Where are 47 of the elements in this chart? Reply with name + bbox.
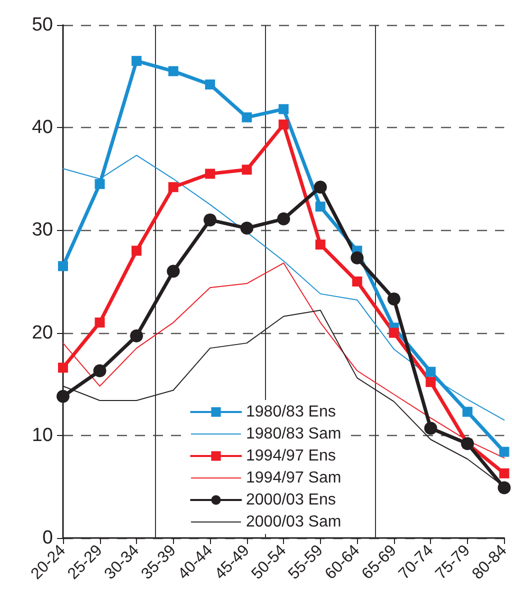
point <box>58 261 68 272</box>
point <box>168 66 178 76</box>
point <box>94 179 105 190</box>
y-tick-label: 20 <box>32 322 53 344</box>
point <box>242 164 252 175</box>
point <box>462 406 472 417</box>
point <box>56 390 70 403</box>
point <box>132 246 142 256</box>
point <box>168 182 178 192</box>
legend-label: 1980/83 Ens <box>246 404 336 420</box>
point <box>498 481 511 494</box>
point <box>132 56 142 66</box>
point <box>499 446 510 457</box>
legend-label: 2000/03 Ens <box>246 492 336 508</box>
point <box>240 222 254 235</box>
point <box>166 264 180 278</box>
point <box>387 292 400 306</box>
y-tick-label: 10 <box>32 424 53 446</box>
legend-label: 1980/83 Sam <box>246 426 342 442</box>
point <box>426 366 436 377</box>
point <box>388 328 399 338</box>
y-tick-label: 30 <box>32 220 53 241</box>
point <box>130 329 144 342</box>
point <box>314 180 327 194</box>
point <box>499 468 510 478</box>
legend-label: 1994/97 Ens <box>246 448 336 464</box>
point <box>242 112 252 122</box>
legend-label: 1994/97 Sam <box>246 470 342 486</box>
y-tick-label: 0 <box>42 528 53 548</box>
point <box>352 276 362 286</box>
point <box>204 213 217 226</box>
point <box>94 318 105 328</box>
point <box>315 240 326 250</box>
point <box>205 80 216 90</box>
point <box>277 212 290 226</box>
point <box>315 202 326 212</box>
point <box>278 104 289 114</box>
point <box>350 251 364 264</box>
point <box>278 120 289 130</box>
point <box>58 362 68 373</box>
point <box>205 168 216 179</box>
legend-label: 2000/03 Sam <box>246 514 342 530</box>
point <box>424 422 438 435</box>
y-tick-label: 50 <box>32 14 53 36</box>
point <box>426 377 436 388</box>
point <box>93 364 106 378</box>
y-tick-label: 40 <box>32 117 53 138</box>
